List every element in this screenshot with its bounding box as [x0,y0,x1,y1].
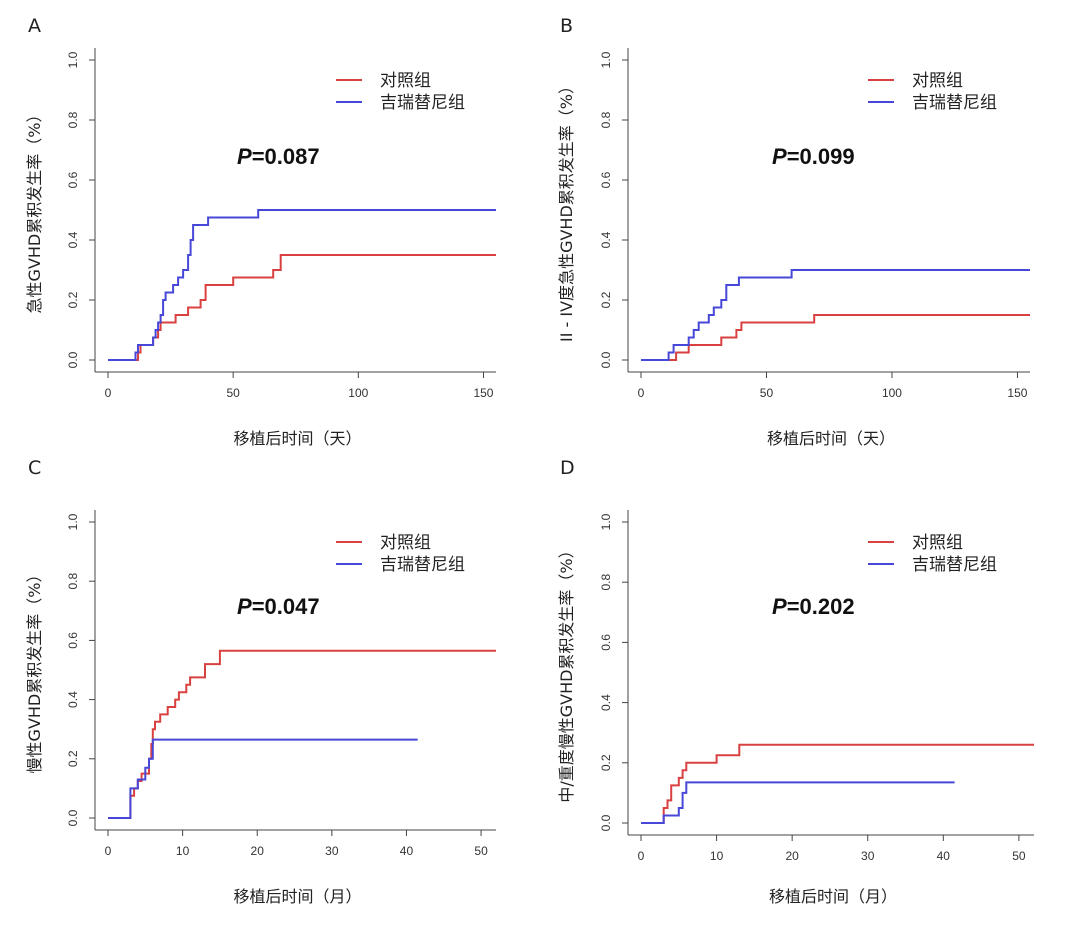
x-tick-label: 10 [710,849,724,863]
legend-label: 吉瑞替尼组 [380,93,465,113]
p-value-annotation: P=0.047 [237,594,320,619]
legend-label: 对照组 [380,71,431,91]
panel-letter: B [560,15,573,37]
y-tick-label: 0.6 [599,634,613,651]
y-tick-label: 0.4 [66,691,80,708]
x-axis-title: 移植后时间（天） [767,429,895,448]
panel-letter: A [28,15,41,37]
x-tick-label: 50 [1012,849,1026,863]
y-tick-label: 1.0 [599,513,613,530]
y-tick-label: 0.2 [599,291,613,308]
x-tick-label: 0 [638,849,645,863]
y-tick-label: 0.4 [599,694,613,711]
legend-label: 对照组 [380,533,431,553]
y-tick-label: 1.0 [66,513,80,530]
series-line-gilteritinib [108,209,496,361]
y-axis-title: II - IV度急性GVHD累积发生率（%） [557,78,576,342]
y-tick-label: 0.2 [66,291,80,308]
panel-a: A 0.0 0.2 0.4 0.6 0.8 1.0 0 50 100 150 移植后时间（天） 急性GV… [25,15,496,448]
y-tick-label: 0.6 [66,632,80,649]
x-axis-title: 移植后时间（天） [233,429,361,448]
panel-letter: C [28,457,41,479]
x-tick-label: 50 [760,386,774,400]
x-tick-label: 100 [348,386,368,400]
y-tick-label: 0.0 [599,814,613,831]
x-tick-label: 50 [226,386,240,400]
panel-d: D 0.0 0.2 0.4 0.6 0.8 1.0 0 10 20 30 40 50 移植后时间（月） 中/… [557,457,1034,906]
legend-label: 吉瑞替尼组 [380,555,465,575]
x-tick-label: 0 [638,386,645,400]
x-tick-label: 50 [474,844,488,858]
y-tick-label: 0.4 [66,231,80,248]
series-line-gilteritinib [641,781,955,824]
x-tick-label: 0 [105,844,112,858]
x-tick-label: 30 [861,849,875,863]
y-tick-label: 1.0 [66,51,80,68]
y-axis-title: 慢性GVHD累积发生率（%） [25,567,44,774]
series-line-control [641,743,1034,824]
x-tick-label: 30 [325,844,339,858]
series-line-gilteritinib [641,269,1030,361]
y-tick-label: 0.2 [66,750,80,767]
x-tick-label: 20 [251,844,265,858]
x-axis-title: 移植后时间（月） [769,887,897,906]
x-tick-label: 150 [473,386,493,400]
y-tick-label: 0.8 [66,573,80,590]
x-tick-label: 40 [937,849,951,863]
x-tick-label: 40 [400,844,414,858]
y-axis-title: 急性GVHD累积发生率（%） [25,107,44,314]
y-tick-label: 0.0 [66,351,80,368]
x-tick-label: 0 [105,386,112,400]
y-tick-label: 0.0 [599,351,613,368]
legend-label: 吉瑞替尼组 [912,93,997,113]
y-tick-label: 0.4 [599,231,613,248]
y-tick-label: 0.6 [599,171,613,188]
p-value-annotation: P=0.202 [772,594,855,619]
y-tick-label: 0.8 [599,111,613,128]
x-tick-label: 100 [882,386,902,400]
y-tick-label: 0.2 [599,754,613,771]
y-axis-title: 中/重度慢性GVHD累积发生率（%） [557,542,576,802]
series-line-control [108,254,496,361]
x-tick-label: 150 [1007,386,1027,400]
y-tick-label: 0.8 [599,574,613,591]
x-tick-label: 10 [176,844,190,858]
legend-label: 对照组 [912,71,963,91]
panel-b: B 0.0 0.2 0.4 0.6 0.8 1.0 0 50 100 150 移植后时间（天） II -… [557,15,1030,448]
legend-label: 吉瑞替尼组 [912,555,997,575]
y-tick-label: 0.6 [66,171,80,188]
x-axis-title: 移植后时间（月） [233,887,361,906]
y-tick-label: 0.0 [66,809,80,826]
y-tick-label: 1.0 [599,51,613,68]
series-line-gilteritinib [108,738,418,819]
p-value-annotation: P=0.087 [237,144,320,169]
x-tick-label: 20 [785,849,799,863]
y-tick-label: 0.8 [66,111,80,128]
panel-letter: D [560,457,575,479]
series-line-control [108,649,496,819]
p-value-annotation: P=0.099 [772,144,855,169]
legend-label: 对照组 [912,533,963,553]
panel-c: C 0.0 0.2 0.4 0.6 0.8 1.0 0 10 20 30 40 50 移植后时间（月） 慢性… [25,457,496,906]
series-line-control [641,314,1030,361]
